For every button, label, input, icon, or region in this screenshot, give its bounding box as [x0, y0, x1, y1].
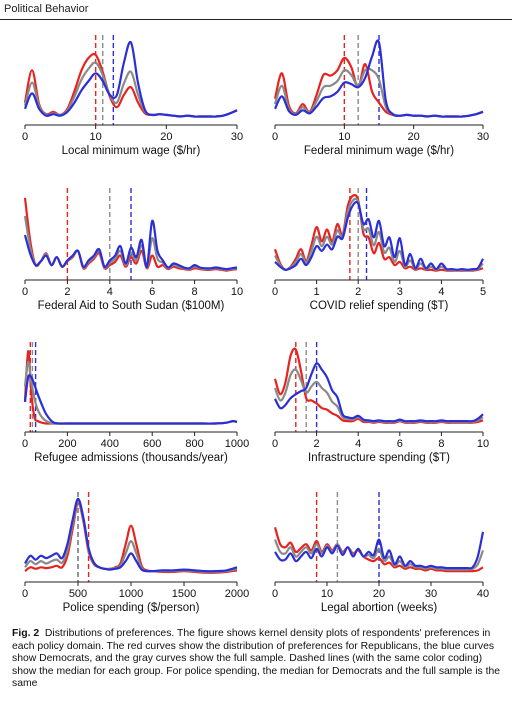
panel-8: 0 10 20 30 40 Legal abortion (weeks) — [272, 492, 489, 614]
x-tick-label: 2000 — [225, 588, 249, 600]
x-axis-label: Federal minimum wage ($/hr) — [304, 145, 454, 157]
x-tick-label: 30 — [425, 588, 437, 600]
x-tick-label: 0 — [272, 131, 278, 143]
x-tick-label: 10 — [338, 131, 350, 143]
x-tick-label: 0 — [272, 438, 278, 450]
x-axis-label: Federal Aid to South Sudan ($100M) — [38, 300, 225, 312]
x-tick-label: 1 — [314, 286, 320, 298]
x-axis-label: Legal abortion (weeks) — [321, 602, 438, 614]
x-tick-label: 6 — [149, 286, 155, 298]
density-curve-democrats — [274, 531, 485, 570]
x-axis-label: Local minimum wage ($/hr) — [62, 145, 201, 157]
x-tick-label: 4 — [355, 438, 361, 450]
density-curve-full_sample — [273, 539, 485, 571]
panel-1: 0 10 20 30 Local minimum wage ($/hr) — [22, 35, 243, 157]
x-tick-label: 2 — [64, 286, 70, 298]
density-curve-republicans — [24, 501, 238, 574]
x-tick-label: 30 — [231, 131, 243, 143]
density-curve-full_sample — [23, 61, 238, 118]
x-tick-label: 8 — [192, 286, 198, 298]
density-curve-republicans — [23, 349, 238, 425]
x-tick-label: 10 — [90, 131, 102, 143]
x-tick-label: 1000 — [119, 588, 143, 600]
panel-2: 0 10 20 30 Federal minimum wage ($/hr) — [272, 35, 489, 157]
density-curve-republicans — [23, 52, 238, 118]
x-tick-label: 20 — [160, 131, 172, 143]
panel-4: 0 1 2 3 4 5 COVID relief spending ($T) — [272, 188, 486, 312]
x-tick-label: 10 — [321, 588, 333, 600]
header-rule — [0, 19, 512, 20]
x-axis-label: Police spending ($/person) — [63, 602, 200, 614]
x-tick-label: 0 — [22, 438, 28, 450]
x-tick-label: 20 — [408, 131, 420, 143]
x-tick-label: 1000 — [225, 438, 249, 450]
density-curve-democrats — [23, 40, 238, 118]
x-tick-label: 20 — [373, 588, 385, 600]
x-tick-label: 0 — [272, 588, 278, 600]
x-tick-label: 8 — [438, 438, 444, 450]
figure-caption: Fig. 2 Distributions of preferences. The… — [12, 628, 502, 691]
x-tick-label: 0 — [272, 286, 278, 298]
x-tick-label: 3 — [397, 286, 403, 298]
caption-label: Fig. 2 — [12, 628, 40, 639]
x-tick-label: 4 — [107, 286, 113, 298]
x-tick-label: 2 — [314, 438, 320, 450]
density-curve-democrats — [274, 362, 484, 423]
x-tick-label: 0 — [22, 131, 28, 143]
x-axis-label: Infrastructure spending ($T) — [308, 452, 450, 464]
x-tick-label: 0 — [22, 588, 28, 600]
journal-name: Political Behavior — [4, 3, 89, 15]
density-curve-republicans — [273, 526, 484, 573]
panel-6: 0 2 4 6 8 10 Infrastructure spending ($T) — [272, 342, 489, 464]
density-curve-democrats — [274, 39, 484, 118]
density-curve-democrats — [274, 200, 484, 271]
x-tick-label: 4 — [438, 286, 444, 298]
density-curve-democrats — [23, 219, 238, 271]
x-tick-label: 1500 — [172, 588, 196, 600]
x-tick-label: 500 — [69, 588, 87, 600]
panel-5: 0 200 400 600 800 1000 Refugee admissions (tho… — [22, 342, 249, 464]
x-tick-label: 2 — [355, 286, 361, 298]
density-curve-democrats — [23, 374, 238, 425]
x-axis-label: COVID relief spending ($T) — [310, 300, 449, 312]
x-tick-label: 800 — [185, 438, 203, 450]
x-tick-label: 30 — [477, 131, 489, 143]
x-tick-label: 400 — [101, 438, 119, 450]
x-tick-label: 10 — [477, 438, 489, 450]
panel-7: 0 500 1000 1500 2000 Police spending ($/perso… — [22, 492, 249, 614]
x-tick-label: 40 — [477, 588, 489, 600]
density-curve-full_sample — [23, 360, 238, 425]
panel-3: 0 2 4 6 8 10 Federal Aid to South Sudan ($100M… — [22, 188, 243, 312]
x-tick-label: 0 — [22, 286, 28, 298]
x-tick-label: 5 — [480, 286, 486, 298]
x-tick-label: 6 — [397, 438, 403, 450]
density-curve-full_sample — [24, 499, 238, 574]
x-tick-label: 600 — [143, 438, 161, 450]
x-tick-label: 200 — [58, 438, 76, 450]
x-tick-label: 10 — [231, 286, 243, 298]
caption-text: Distributions of preferences. The figure… — [12, 628, 501, 690]
density-curve-democrats — [24, 497, 238, 573]
x-axis-label: Refugee admissions (thousands/year) — [34, 452, 228, 464]
